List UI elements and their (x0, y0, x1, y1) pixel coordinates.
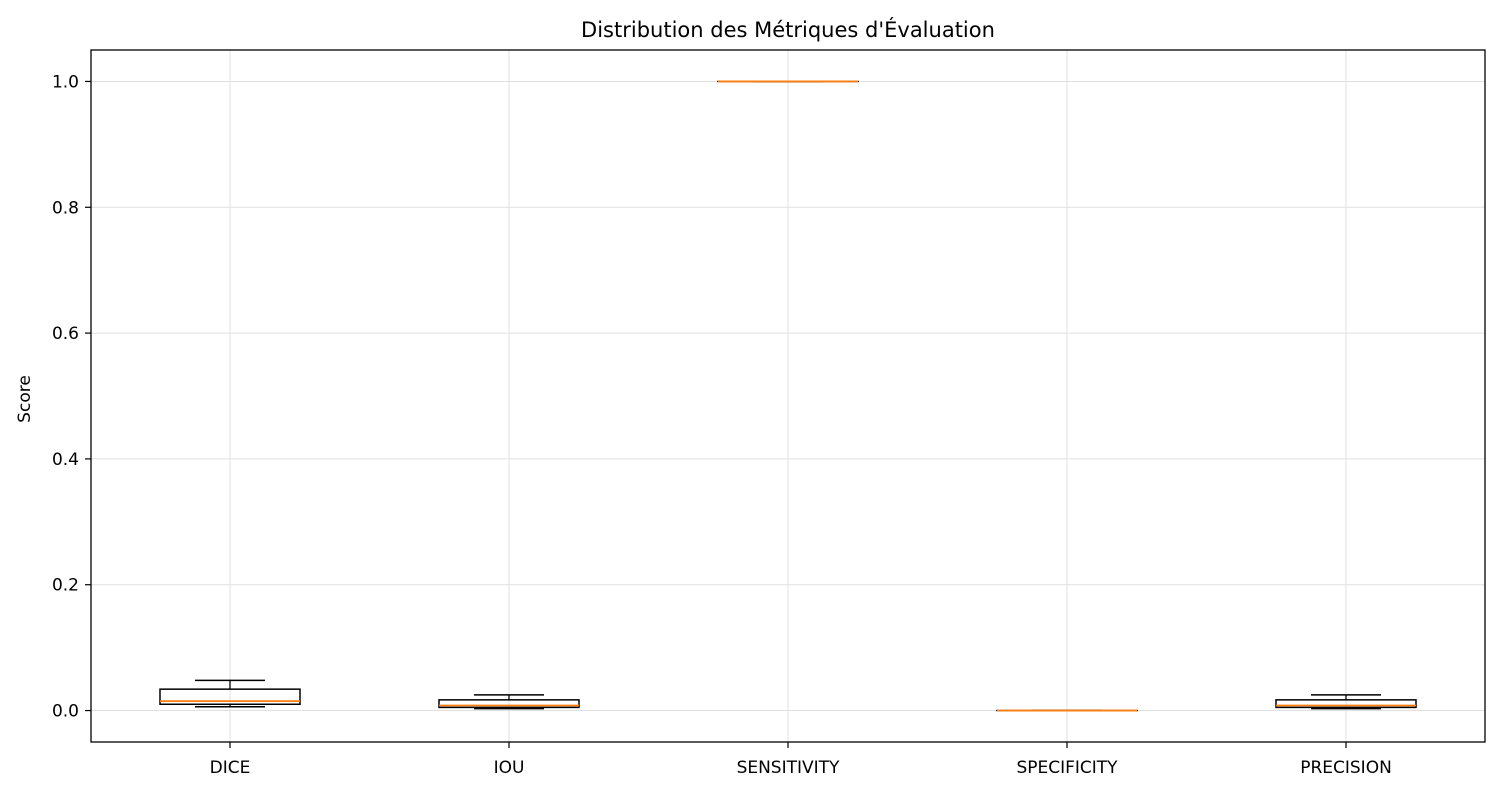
plot-frame (90, 49, 1486, 743)
x-tick-label: SPECIFICITY (1016, 758, 1118, 778)
y-tick-label: 0.0 (52, 702, 79, 722)
y-tick-label: 0.4 (52, 450, 79, 470)
chart-title: Distribution des Métriques d'Évaluation (581, 17, 995, 42)
x-tick-label: PRECISION (1300, 758, 1392, 778)
x-tick-label: SENSITIVITY (737, 758, 840, 778)
x-tick-label: IOU (494, 758, 525, 778)
box-precision (1275, 699, 1417, 709)
y-tick-label: 0.6 (52, 324, 79, 344)
axes: 0.0 0.2 0.4 0.6 0.8 1.0 DICE IOU SENSITIVITY SPEC… (52, 72, 1392, 778)
grid-lines (91, 50, 1485, 742)
x-tick-label: DICE (210, 758, 251, 778)
y-axis-label: Score (15, 375, 35, 423)
y-tick-label: 1.0 (52, 72, 79, 92)
y-tick-label: 0.2 (52, 576, 79, 596)
box-series (159, 80, 1417, 712)
y-tick-label: 0.8 (52, 198, 79, 218)
box-dice (159, 688, 301, 706)
box-iou (438, 699, 580, 709)
